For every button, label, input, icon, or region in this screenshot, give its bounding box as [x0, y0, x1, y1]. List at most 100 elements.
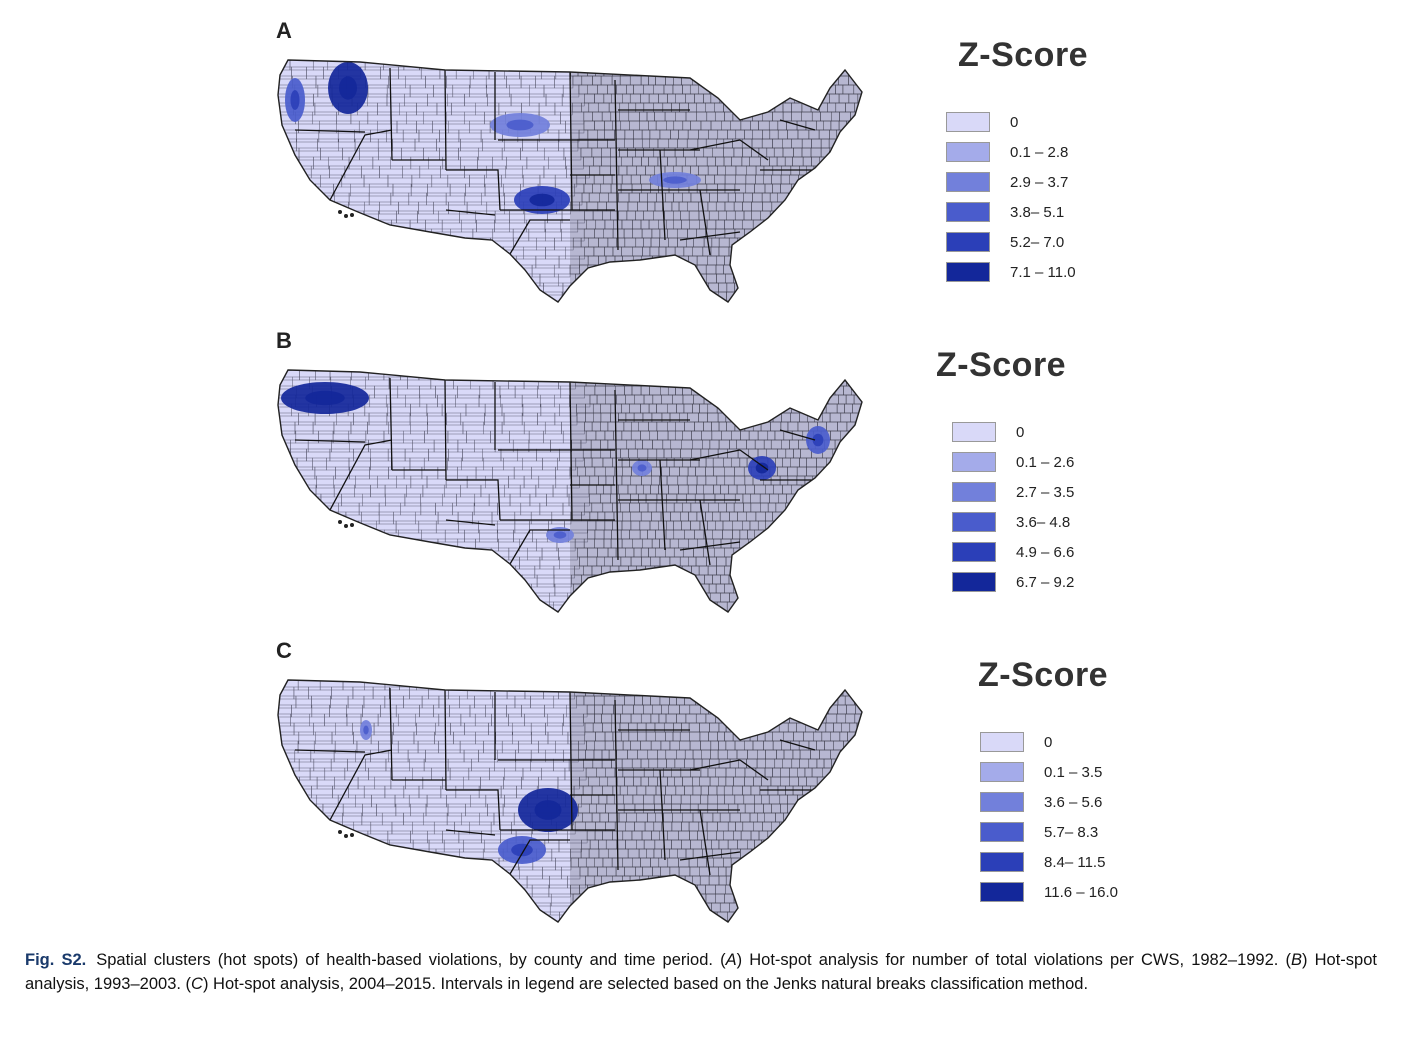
county-boundary — [763, 529, 774, 540]
county-boundary — [842, 857, 855, 868]
county-boundary — [743, 273, 755, 284]
county-boundary — [377, 902, 396, 916]
county-boundary — [849, 210, 858, 221]
county-boundary — [768, 893, 780, 904]
county-boundary — [793, 695, 803, 706]
county-boundary — [837, 920, 848, 922]
county-boundary — [278, 273, 296, 287]
county-boundary — [808, 174, 819, 185]
county-boundary — [351, 219, 371, 233]
county-boundary — [386, 920, 403, 922]
county-boundary — [457, 610, 477, 612]
county-boundary — [640, 370, 649, 378]
county-boundary — [278, 911, 297, 922]
county-boundary — [441, 911, 461, 922]
county-boundary — [278, 511, 293, 525]
county-boundary — [840, 300, 850, 302]
county-boundary — [607, 273, 618, 284]
county-boundary — [741, 713, 752, 724]
county-boundary — [810, 610, 819, 612]
county-boundary — [834, 776, 846, 787]
county-boundary — [576, 370, 588, 378]
county-boundary — [757, 84, 766, 95]
county-boundary — [737, 376, 748, 387]
county-boundary — [759, 547, 770, 558]
county-boundary — [820, 300, 832, 302]
county-boundary — [786, 237, 798, 248]
county-boundary — [778, 830, 788, 841]
county-boundary — [788, 282, 799, 293]
county-boundary — [847, 920, 856, 922]
hotspot-core — [637, 464, 647, 472]
county-boundary — [756, 857, 767, 868]
county-boundary — [544, 920, 566, 922]
county-boundary — [865, 247, 875, 256]
county-boundary — [592, 291, 602, 302]
state-boundary — [699, 499, 711, 566]
county-boundary — [863, 714, 873, 723]
county-boundary — [654, 583, 666, 594]
county-boundary — [638, 282, 651, 293]
county-boundary — [310, 902, 335, 916]
county-boundary — [475, 583, 491, 597]
county-boundary — [865, 139, 874, 148]
county-boundary — [676, 300, 685, 302]
county-boundary — [822, 282, 834, 293]
county-boundary — [857, 556, 862, 567]
county-boundary — [837, 592, 848, 603]
county-boundary — [757, 610, 769, 612]
county-boundary — [859, 192, 862, 203]
county-boundary — [807, 848, 817, 859]
county-boundary — [627, 592, 639, 603]
county-boundary — [726, 60, 735, 68]
county-boundary — [837, 156, 848, 167]
county-boundary — [629, 60, 640, 68]
county-boundary — [278, 794, 295, 808]
county-boundary — [727, 376, 739, 387]
county-boundary — [790, 884, 799, 895]
county-boundary — [514, 902, 531, 916]
county-boundary — [809, 704, 818, 715]
county-boundary — [777, 610, 786, 612]
county-boundary — [312, 839, 335, 853]
county-boundary — [698, 385, 710, 396]
county-boundary — [482, 911, 505, 922]
county-boundary — [611, 264, 622, 275]
county-boundary — [490, 300, 509, 302]
county-boundary — [337, 529, 362, 543]
county-boundary — [424, 246, 445, 260]
county-boundary — [481, 556, 502, 570]
county-boundary — [794, 592, 802, 603]
county-boundary — [393, 273, 418, 287]
county-boundary — [807, 884, 818, 895]
county-boundary — [313, 866, 331, 880]
county-boundary — [850, 538, 860, 549]
county-boundary — [682, 592, 693, 603]
county-boundary — [476, 282, 501, 296]
county-boundary — [799, 821, 808, 832]
county-boundary — [739, 857, 750, 868]
county-boundary — [664, 60, 674, 68]
county-boundary — [413, 592, 435, 606]
county-boundary — [627, 583, 638, 594]
county-boundary — [326, 857, 348, 871]
county-boundary — [695, 686, 704, 697]
county-boundary — [820, 60, 831, 68]
county-boundary — [752, 866, 763, 877]
county-boundary — [314, 574, 331, 588]
county-boundary — [752, 237, 762, 248]
county-boundary — [816, 875, 825, 886]
hotspot-core — [305, 390, 345, 406]
county-boundary — [853, 511, 862, 522]
legend: Z-Score 0 0.1 – 2.8 2.9 – 3.7 3.8– 5.1 5.2– … — [946, 36, 1166, 286]
county-boundary — [689, 610, 700, 612]
panel-letter: A — [276, 18, 292, 43]
county-boundary — [745, 246, 757, 257]
county-boundary — [836, 264, 847, 275]
county-boundary — [824, 201, 835, 212]
county-boundary — [834, 821, 845, 832]
hotspot-core — [290, 90, 300, 110]
county-boundary — [711, 300, 720, 302]
county-boundary — [837, 237, 848, 248]
county-boundary — [851, 466, 862, 477]
